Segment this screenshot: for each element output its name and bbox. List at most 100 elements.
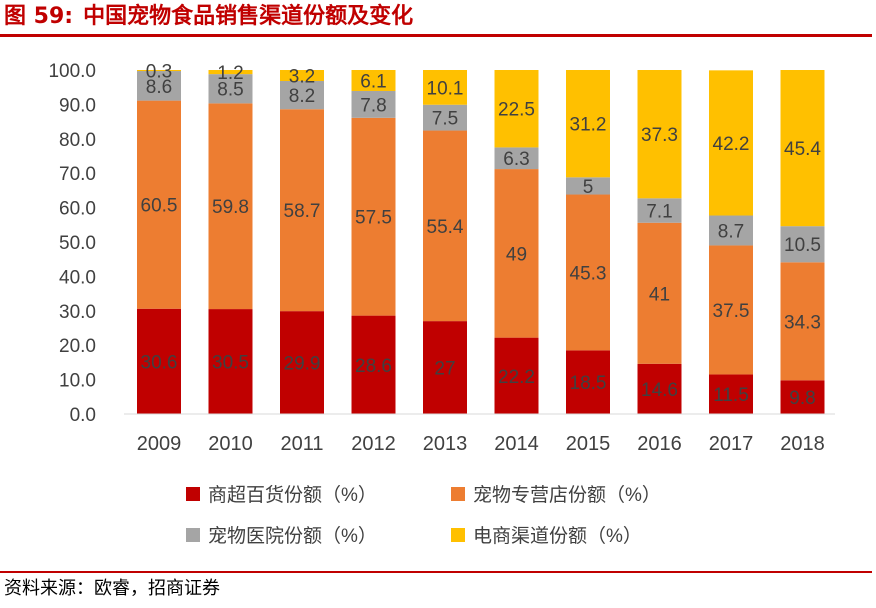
x-tick-label: 2016 bbox=[637, 433, 682, 455]
source-note: 资料来源：欧睿，招商证券 bbox=[4, 578, 220, 599]
bar-segment bbox=[208, 309, 253, 414]
figure-title-text: 中国宠物食品销售渠道份额及变化 bbox=[83, 4, 414, 29]
bar-segment bbox=[637, 222, 682, 364]
bar-segment bbox=[780, 380, 825, 414]
bar-segment bbox=[566, 70, 610, 178]
legend-swatch bbox=[451, 528, 465, 542]
bar-segment bbox=[423, 321, 467, 414]
data-label: 31.2 bbox=[570, 115, 607, 136]
bar-segment bbox=[351, 117, 396, 316]
data-label: 37.5 bbox=[713, 301, 750, 322]
bar-segment bbox=[137, 100, 181, 309]
x-tick-label: 2012 bbox=[351, 433, 396, 455]
bar-segment bbox=[637, 198, 682, 223]
data-label: 59.8 bbox=[212, 197, 249, 218]
bar-segment bbox=[780, 70, 825, 227]
legend-label: 宠物医院份额（%） bbox=[208, 525, 377, 547]
bar-segment bbox=[566, 177, 610, 195]
x-tick-label: 2014 bbox=[494, 433, 539, 455]
legend-label: 商超百货份额（%） bbox=[208, 484, 377, 506]
bar-segment bbox=[423, 70, 467, 105]
bar-segment bbox=[566, 350, 610, 414]
bar-segment bbox=[351, 70, 396, 91]
data-label: 6.3 bbox=[503, 149, 529, 170]
x-tick-label: 2010 bbox=[208, 433, 253, 455]
data-label: 0.3 bbox=[146, 62, 172, 83]
data-label: 8.5 bbox=[217, 80, 243, 101]
y-tick-label: 0.0 bbox=[70, 405, 96, 426]
bar-segment bbox=[280, 70, 324, 82]
legend-label: 宠物专营店份额（%） bbox=[473, 484, 661, 506]
figure-title: 图 59: 中国宠物食品销售渠道份额及变化 bbox=[4, 2, 872, 32]
y-tick-label: 90.0 bbox=[59, 95, 96, 116]
x-axis-ticks: 2009 2010 2011 2012 2013 2014 2015 2016 2017 2018 bbox=[137, 433, 825, 455]
y-tick-label: 20.0 bbox=[59, 336, 96, 357]
y-tick-label: 10.0 bbox=[59, 371, 96, 392]
data-label: 34.3 bbox=[784, 312, 821, 333]
bar-segment bbox=[423, 104, 467, 131]
bar-segment bbox=[351, 315, 396, 414]
data-label: 45.3 bbox=[570, 263, 607, 284]
legend: 商超百货份额（%） 宠物专营店份额（%） 宠物医院份额（%） 电商渠道份额（%） bbox=[186, 484, 661, 547]
data-label: 8.7 bbox=[718, 221, 744, 242]
data-label: 28.6 bbox=[355, 356, 392, 377]
bar-segment bbox=[208, 103, 253, 310]
bar-segment bbox=[137, 71, 181, 101]
x-tick-label: 2009 bbox=[137, 433, 182, 455]
data-label: 6.1 bbox=[360, 71, 386, 92]
legend-swatch bbox=[186, 487, 200, 501]
bar-segment bbox=[709, 245, 753, 375]
bar-segment bbox=[637, 363, 682, 414]
data-label: 10.1 bbox=[427, 78, 464, 99]
bar-segment bbox=[208, 70, 253, 75]
stacked-bar-chart: 0.0 10.0 20.0 30.0 40.0 50.0 60.0 70.0 80.0 90.0 1… bbox=[48, 61, 835, 547]
bar-segment bbox=[280, 311, 324, 414]
data-label: 8.2 bbox=[289, 86, 315, 107]
legend-label: 电商渠道份额（%） bbox=[473, 525, 642, 547]
data-label: 1.2 bbox=[217, 63, 243, 84]
bar-segment bbox=[566, 194, 610, 351]
data-label: 14.6 bbox=[641, 380, 678, 401]
bar-segment bbox=[423, 130, 467, 322]
legend-swatch bbox=[186, 528, 200, 542]
bar-segment bbox=[494, 70, 539, 148]
y-tick-label: 100.0 bbox=[48, 61, 96, 82]
bar-segment bbox=[280, 109, 324, 312]
data-label: 3.2 bbox=[289, 67, 315, 88]
x-tick-label: 2015 bbox=[566, 433, 611, 455]
bars bbox=[137, 70, 825, 414]
data-label: 49 bbox=[506, 244, 527, 265]
bar-segment bbox=[208, 74, 253, 104]
x-tick-label: 2017 bbox=[709, 433, 754, 455]
data-labels: 30.660.58.60.330.559.88.51.229.958.78.23… bbox=[141, 62, 822, 410]
x-tick-label: 2018 bbox=[780, 433, 825, 455]
y-tick-label: 50.0 bbox=[59, 233, 96, 254]
data-label: 18.5 bbox=[570, 373, 607, 394]
data-label: 30.6 bbox=[141, 352, 178, 373]
bar-segment bbox=[494, 147, 539, 170]
figure-label: 图 59: bbox=[4, 4, 74, 29]
data-label: 60.5 bbox=[141, 196, 178, 217]
data-label: 10.5 bbox=[784, 235, 821, 256]
data-label: 58.7 bbox=[284, 201, 321, 222]
x-tick-label: 2013 bbox=[423, 433, 468, 455]
bar-segment bbox=[351, 90, 396, 118]
data-label: 11.5 bbox=[713, 385, 749, 406]
source-rule bbox=[0, 571, 872, 573]
data-label: 42.2 bbox=[713, 134, 750, 155]
data-label: 41 bbox=[649, 284, 670, 305]
data-label: 57.5 bbox=[355, 208, 392, 229]
x-tick-label: 2011 bbox=[280, 433, 323, 455]
data-label: 55.4 bbox=[427, 217, 464, 238]
title-rule bbox=[0, 34, 872, 37]
data-label: 9.8 bbox=[789, 388, 815, 409]
y-tick-label: 60.0 bbox=[59, 199, 96, 220]
bar-segment bbox=[780, 226, 825, 263]
data-label: 5 bbox=[583, 177, 594, 198]
data-label: 8.6 bbox=[146, 77, 172, 98]
bar-segment bbox=[494, 169, 539, 338]
y-tick-label: 30.0 bbox=[59, 302, 96, 323]
legend-swatch bbox=[451, 487, 465, 501]
y-tick-label: 80.0 bbox=[59, 130, 96, 151]
bar-segment bbox=[137, 308, 181, 414]
